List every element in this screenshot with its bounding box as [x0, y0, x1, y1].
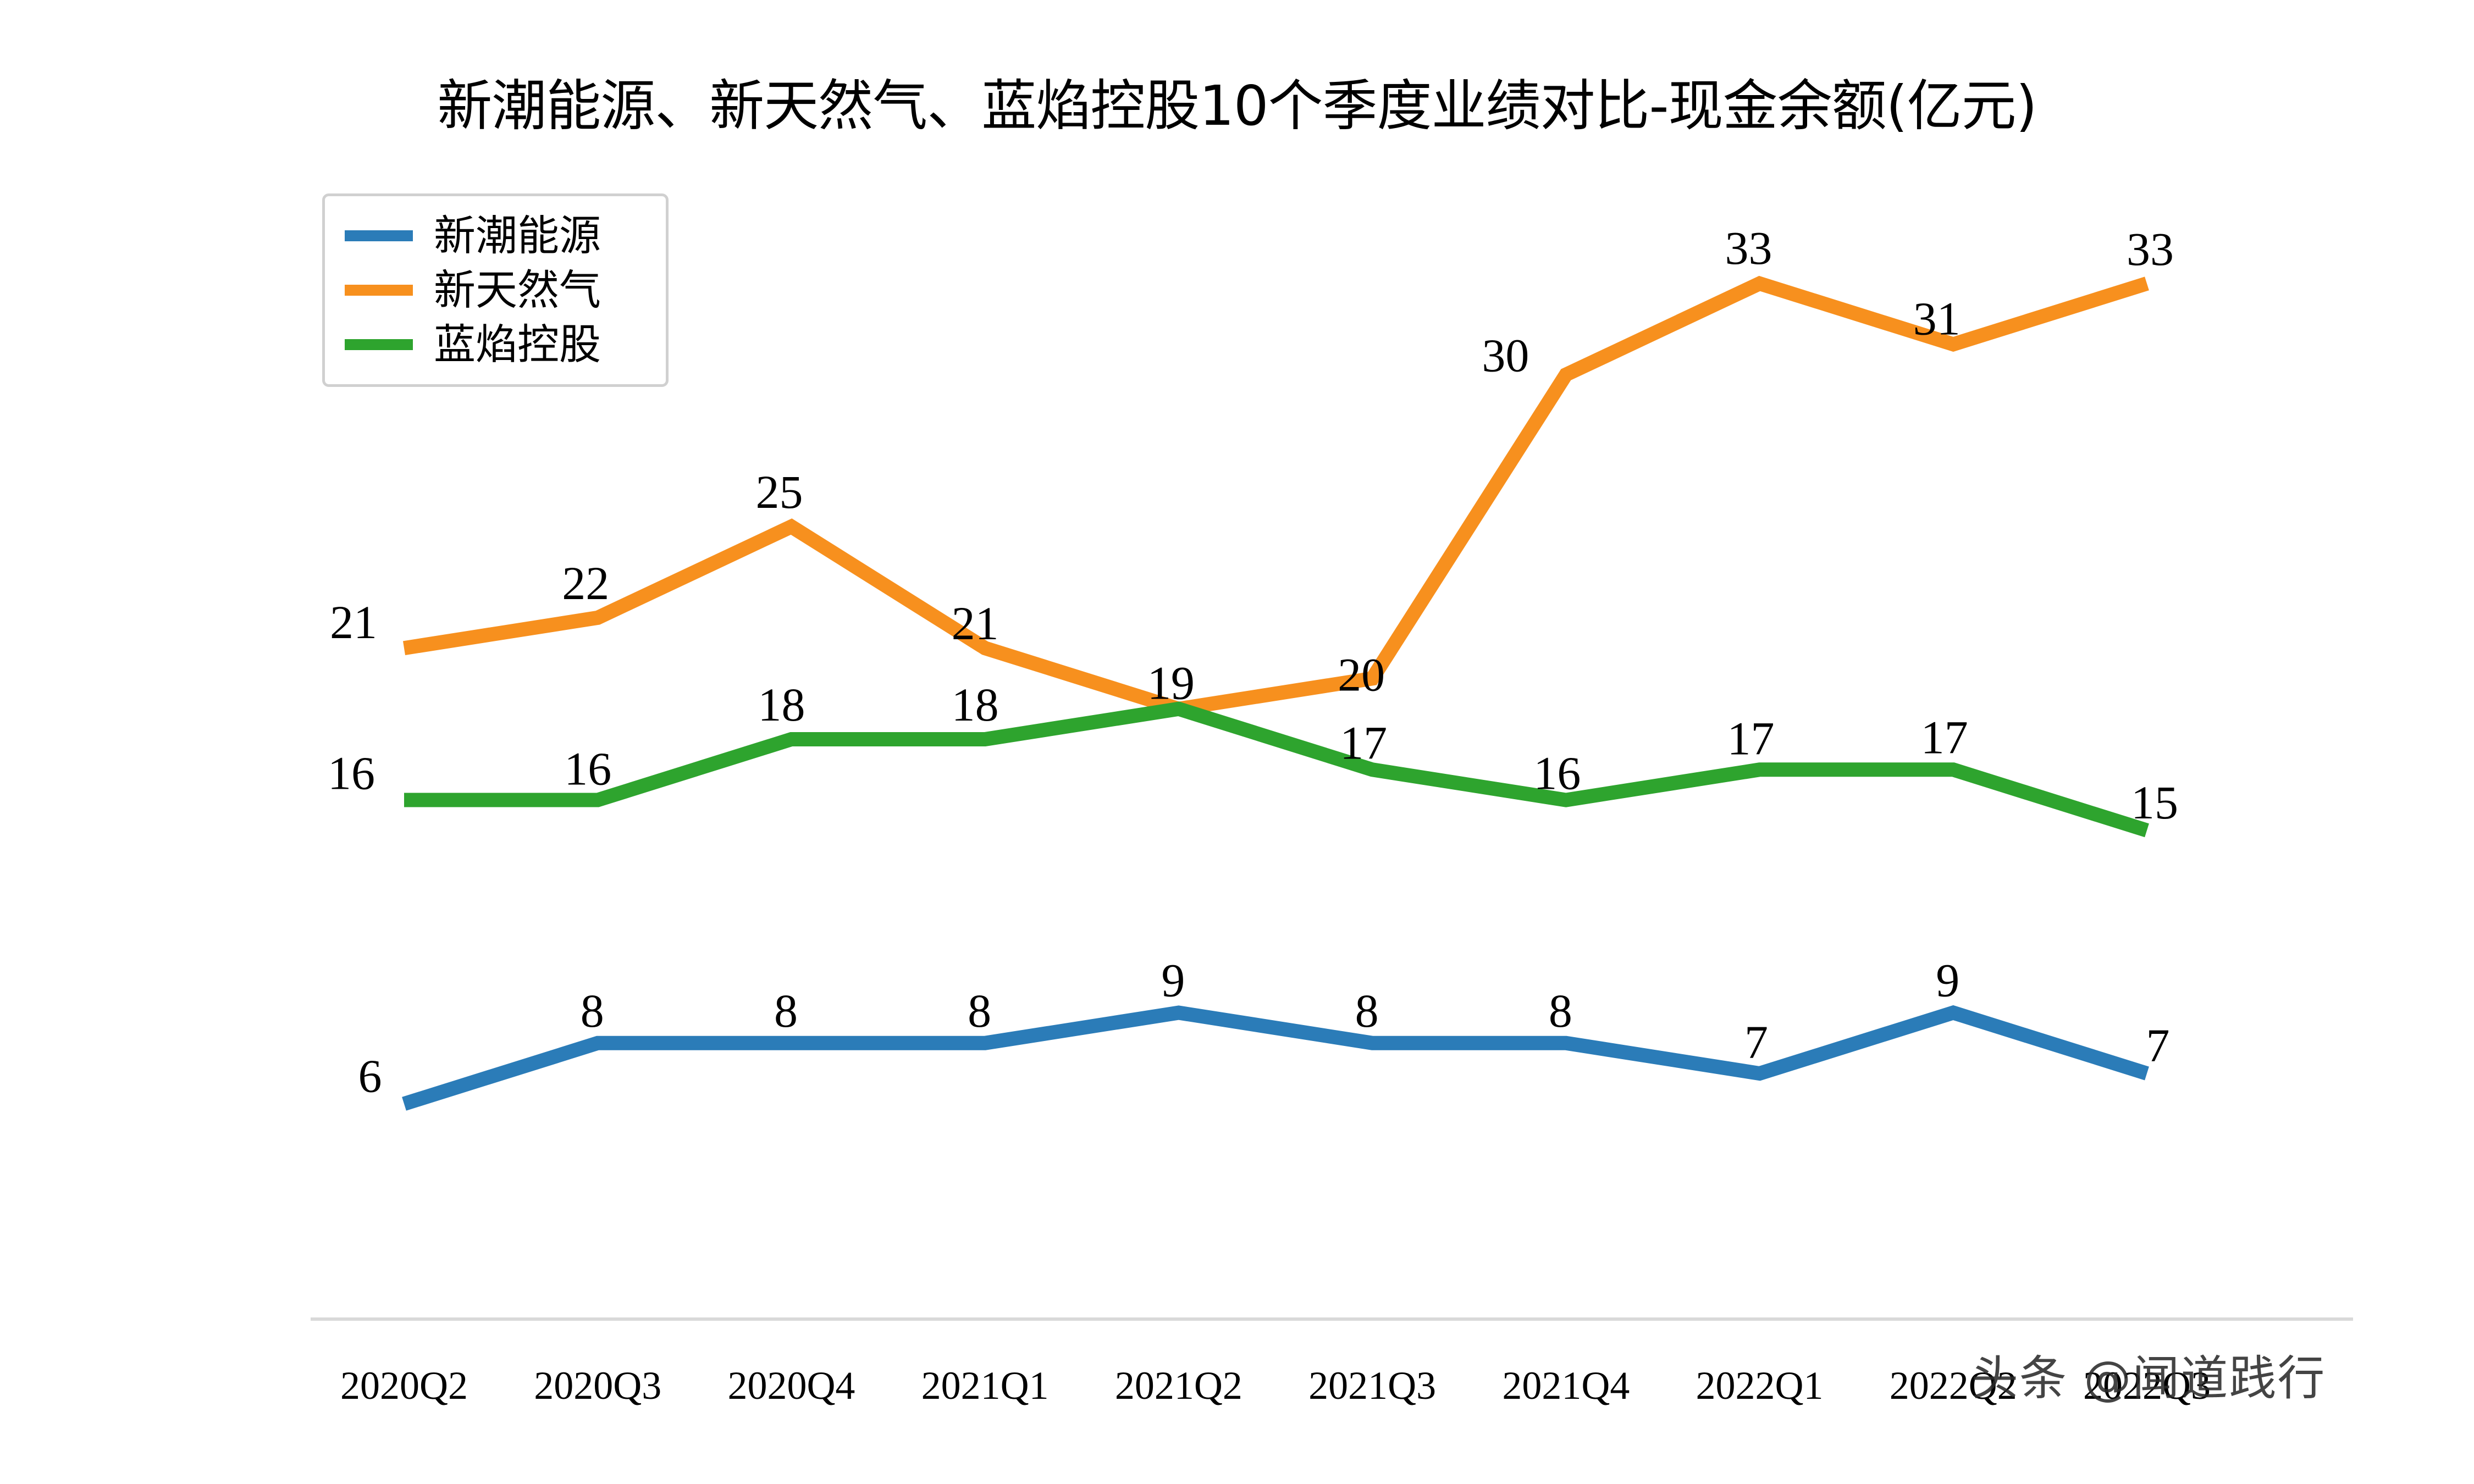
- x-tick-2020Q3: 2020Q3: [534, 1364, 661, 1408]
- data-label-新潮能源-2022Q3: 7: [2146, 1019, 2170, 1072]
- data-label-新潮能源-2020Q4: 8: [774, 984, 798, 1037]
- data-label-蓝焰控股-2020Q2: 16: [328, 747, 375, 800]
- legend-swatch-icon-1: [345, 284, 413, 296]
- x-tick-2021Q3: 2021Q3: [1308, 1364, 1436, 1408]
- legend-swatch-icon-2: [345, 339, 413, 351]
- legend-item-1[interactable]: 新天然气: [325, 263, 666, 317]
- legend-label-2: 蓝焰控股: [434, 320, 601, 369]
- series-line-新天然气[interactable]: [402, 275, 2149, 717]
- data-label-新天然气-2022Q2: 31: [1913, 292, 1961, 345]
- data-label-新天然气-2022Q3: 33: [2127, 223, 2174, 275]
- data-label-蓝焰控股-2021Q1: 18: [952, 678, 999, 731]
- data-label-新天然气-2021Q3: 20: [1338, 648, 1385, 701]
- data-label-新天然气-2021Q1: 21: [952, 597, 999, 650]
- data-label-新潮能源-2021Q1: 8: [968, 984, 991, 1037]
- data-label-新潮能源-2022Q1: 7: [1744, 1016, 1768, 1068]
- x-tick-2021Q1: 2021Q1: [921, 1364, 1049, 1408]
- data-label-蓝焰控股-2020Q3: 16: [564, 743, 611, 795]
- data-label-蓝焰控股-2021Q3: 17: [1340, 716, 1387, 769]
- data-label-蓝焰控股-2021Q4: 16: [1533, 747, 1581, 800]
- legend-item-0[interactable]: 新潮能源: [325, 208, 666, 263]
- data-label-蓝焰控股-2022Q3: 15: [2131, 776, 2178, 829]
- data-label-新天然气-2021Q4: 30: [1482, 329, 1529, 382]
- data-label-蓝焰控股-2021Q2: 19: [1147, 657, 1195, 710]
- data-label-新潮能源-2022Q2: 9: [1936, 954, 1959, 1007]
- series-lines-layer: [402, 275, 2149, 1111]
- legend-swatch-icon-0: [345, 230, 413, 241]
- series-line-新潮能源[interactable]: [402, 1005, 2149, 1111]
- legend-item-2[interactable]: 蓝焰控股: [325, 318, 666, 372]
- x-tick-2021Q4: 2021Q4: [1502, 1364, 1630, 1408]
- data-label-蓝焰控股-2022Q1: 17: [1727, 712, 1775, 765]
- x-tick-2022Q3: 2022Q3: [2083, 1364, 2211, 1408]
- x-tick-2020Q2: 2020Q2: [340, 1364, 468, 1408]
- data-label-新潮能源-2021Q4: 8: [1549, 984, 1572, 1037]
- x-tick-2021Q2: 2021Q2: [1115, 1364, 1242, 1408]
- series-line-蓝焰控股[interactable]: [404, 701, 2149, 838]
- data-label-新潮能源-2020Q2: 6: [358, 1049, 382, 1102]
- x-tick-2022Q1: 2022Q1: [1696, 1364, 1824, 1408]
- data-label-新潮能源-2020Q3: 8: [581, 984, 604, 1037]
- chart-legend: 新潮能源 新天然气 蓝焰控股: [322, 193, 669, 387]
- x-tick-2020Q4: 2020Q4: [727, 1364, 855, 1408]
- data-label-新潮能源-2021Q3: 8: [1355, 984, 1379, 1037]
- x-axis-tick-labels: 2020Q2 2020Q3 2020Q4 2021Q1 2021Q2 2021Q3 2021…: [340, 1364, 2211, 1408]
- data-label-新潮能源-2021Q2: 9: [1161, 954, 1185, 1007]
- data-label-新天然气-2020Q2: 21: [330, 596, 377, 649]
- watermark-text: 头条 @闻道践行: [1971, 1351, 2326, 1406]
- legend-label-0: 新潮能源: [434, 211, 601, 260]
- data-label-新天然气-2022Q1: 33: [1725, 222, 1772, 274]
- data-label-新天然气-2020Q3: 22: [562, 557, 609, 610]
- data-label-蓝焰控股-2022Q2: 17: [1921, 711, 1968, 763]
- data-label-新天然气-2021Q2: 19: [1147, 657, 1195, 710]
- x-tick-2022Q2: 2022Q2: [1890, 1364, 2017, 1408]
- data-label-新天然气-2020Q4: 25: [755, 466, 803, 518]
- chart-title: 新潮能源、新天然气、蓝焰控股10个季度业绩对比-现金余额(亿元): [437, 74, 2037, 138]
- data-label-蓝焰控股-2020Q4: 18: [758, 678, 805, 731]
- legend-label-1: 新天然气: [434, 265, 601, 314]
